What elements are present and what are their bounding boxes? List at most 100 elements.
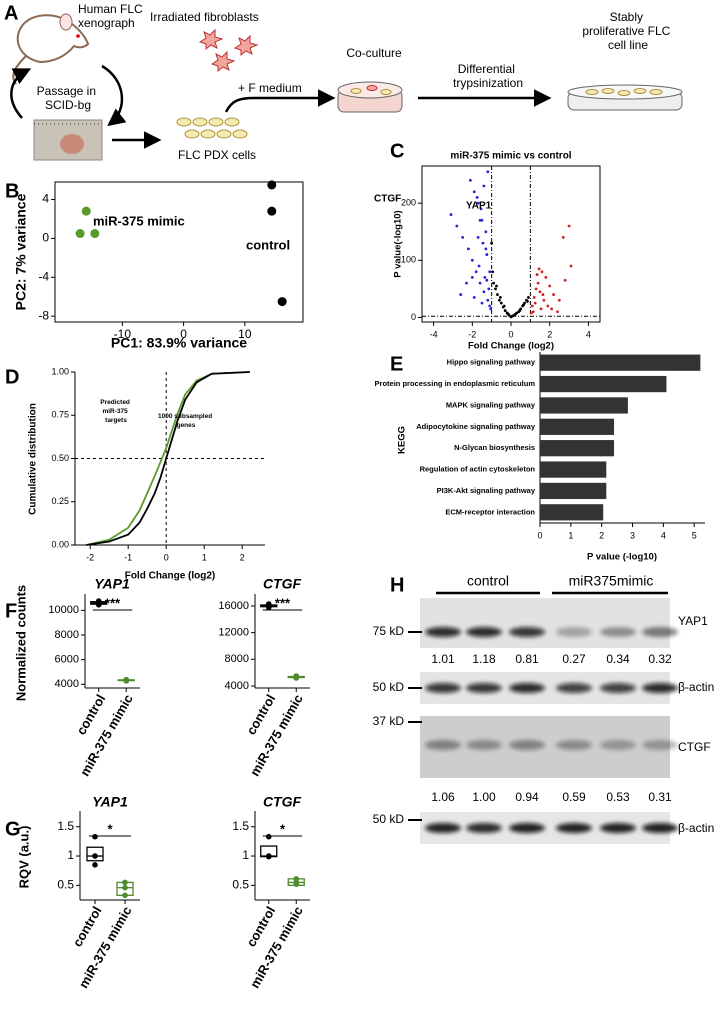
y-tick-label: 1.5 xyxy=(57,819,74,833)
point xyxy=(533,301,537,305)
point xyxy=(486,170,490,174)
band xyxy=(425,740,461,750)
y-tick-label: -4 xyxy=(38,269,49,283)
band xyxy=(466,683,502,693)
band xyxy=(509,740,545,750)
x-tick-label: -2 xyxy=(468,329,476,339)
bar xyxy=(540,354,701,371)
point xyxy=(472,296,476,299)
point xyxy=(488,270,492,274)
y-axis-label: KEGG xyxy=(397,426,408,454)
point xyxy=(475,196,479,199)
x-tick-label: 5 xyxy=(692,530,697,540)
quantification: 0.94 xyxy=(515,790,539,804)
quantification: 1.06 xyxy=(431,790,455,804)
y-tick-label: 1 xyxy=(67,848,74,862)
band xyxy=(556,740,592,750)
point xyxy=(535,273,539,276)
panel-label: G xyxy=(5,818,21,840)
arrow xyxy=(101,64,127,127)
point xyxy=(483,276,487,279)
point xyxy=(544,276,548,279)
dish xyxy=(337,81,403,113)
bar xyxy=(540,375,667,393)
y-tick-label: 0.50 xyxy=(51,453,69,463)
point xyxy=(465,281,468,285)
band xyxy=(556,627,592,637)
marker-label: 50 kD xyxy=(373,812,405,826)
point xyxy=(267,180,277,190)
point xyxy=(480,301,484,305)
point xyxy=(92,833,98,840)
panel-label: B xyxy=(5,180,19,202)
point xyxy=(497,298,501,302)
annotation: CTGF xyxy=(374,194,401,205)
y-tick-label: 0.00 xyxy=(51,539,69,549)
band xyxy=(425,683,461,693)
point xyxy=(265,601,272,607)
diagram-label: Passage in SCID-bg xyxy=(37,84,100,112)
point xyxy=(482,290,486,294)
y-tick-label: 200 xyxy=(401,198,416,208)
significance: *** xyxy=(275,595,291,610)
point xyxy=(478,281,482,285)
panel-label: F xyxy=(5,600,17,622)
x-axis-label: PC1: 83.9% variance xyxy=(111,335,247,351)
y-tick-label: 4000 xyxy=(55,678,79,690)
point xyxy=(75,229,85,239)
point xyxy=(95,598,102,604)
diagram-label: Differential trypsinization xyxy=(453,62,523,90)
category-label: Adipocytokine signaling pathway xyxy=(416,422,536,431)
point xyxy=(449,213,453,216)
point xyxy=(455,224,459,228)
point xyxy=(552,293,555,296)
point xyxy=(90,229,100,239)
band xyxy=(466,823,502,833)
point xyxy=(81,206,91,216)
point xyxy=(277,297,287,307)
mouse-ear xyxy=(59,13,73,31)
band xyxy=(466,627,502,637)
category-label: MAPK signaling pathway xyxy=(446,400,536,409)
band xyxy=(600,823,636,833)
y-tick-label: 8000 xyxy=(225,653,249,665)
band xyxy=(642,740,678,750)
point xyxy=(548,284,552,288)
y-tick-label: 0.75 xyxy=(51,410,69,420)
x-tick-label: 0 xyxy=(508,329,513,339)
point xyxy=(494,287,497,291)
y-tick-label: 6000 xyxy=(55,654,79,666)
x-tick-label: 3 xyxy=(630,530,635,540)
y-tick-label: 4000 xyxy=(225,680,249,692)
bar xyxy=(540,440,615,457)
point xyxy=(534,287,538,291)
point xyxy=(489,307,493,311)
bar xyxy=(540,418,615,435)
point xyxy=(556,310,559,314)
y-tick-label: 0.25 xyxy=(51,496,69,506)
point xyxy=(538,290,542,294)
band xyxy=(556,823,592,833)
x-axis-label: P value (-log10) xyxy=(587,552,657,563)
point xyxy=(470,258,474,262)
x-tick-label: 0 xyxy=(537,530,542,540)
protein-label: β-actin xyxy=(678,821,714,835)
point xyxy=(546,304,550,308)
chart-title: YAP1 xyxy=(92,794,128,810)
y-axis-label: P value(-log10) xyxy=(393,210,404,277)
point xyxy=(486,298,490,302)
y-tick-label: -8 xyxy=(38,308,49,322)
diagram-label: FLC PDX cells xyxy=(178,148,256,162)
significance: *** xyxy=(105,595,121,610)
x-tick-label: 0 xyxy=(164,552,169,562)
point xyxy=(506,312,510,316)
point xyxy=(477,264,481,268)
x-tick-label: 4 xyxy=(661,530,666,540)
chart-title: CTGF xyxy=(263,576,302,592)
significance: * xyxy=(280,821,286,836)
mouse-eye xyxy=(76,34,80,38)
point xyxy=(293,881,300,887)
point xyxy=(569,264,573,268)
dish xyxy=(567,84,683,111)
x-tick-label: 2 xyxy=(599,530,604,540)
